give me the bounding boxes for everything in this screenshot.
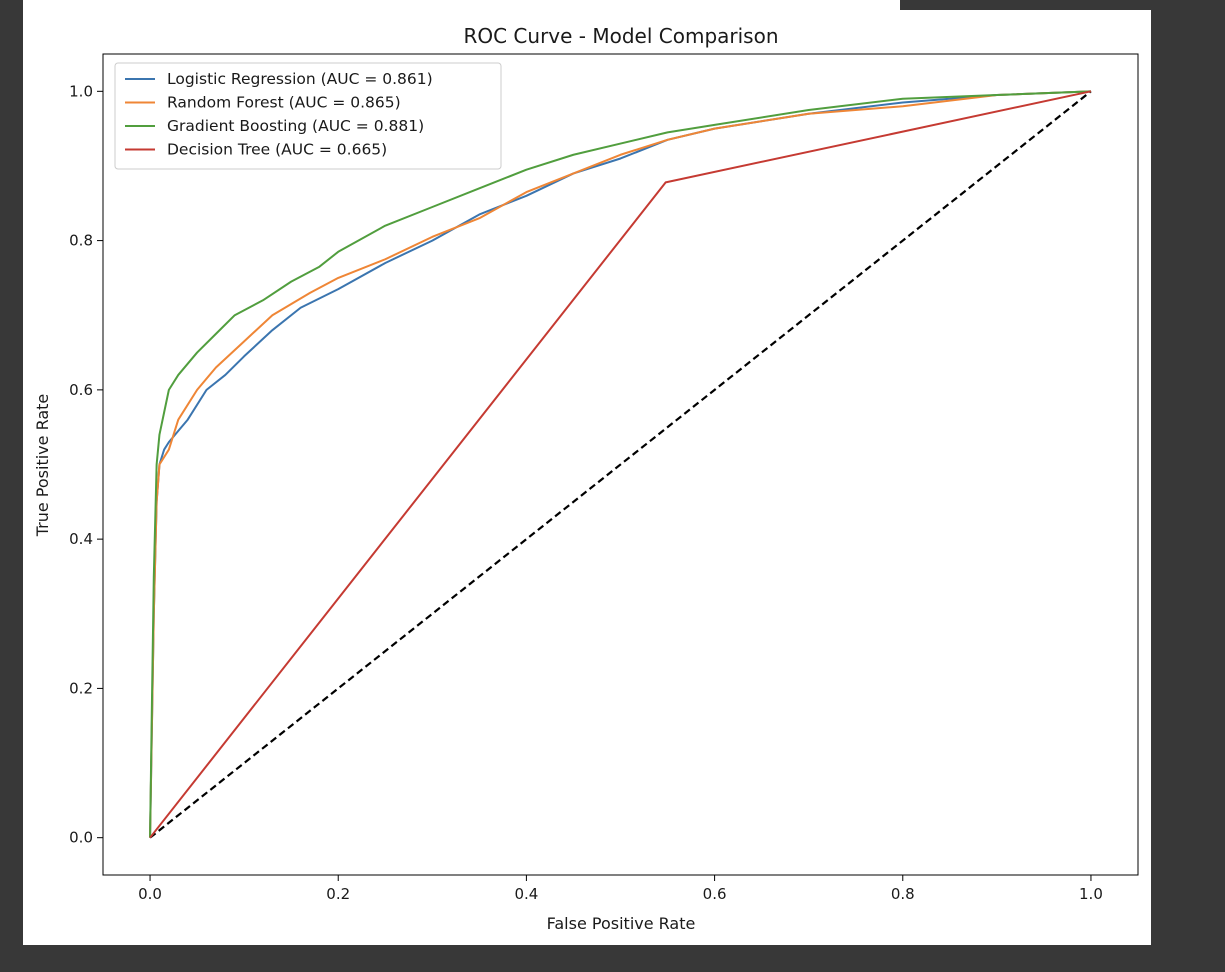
legend: Logistic Regression (AUC = 0.861) Random … <box>114 62 502 170</box>
reference-diagonal-line <box>149 90 1092 839</box>
x-tick-label: 0.4 <box>514 885 538 903</box>
window-top-bar <box>900 0 1151 10</box>
plot-area <box>102 53 1139 876</box>
y-tick-label: 0.2 <box>69 679 93 697</box>
series-line-3 <box>149 90 1092 839</box>
x-tick-label: 0.2 <box>326 885 350 903</box>
y-tick-label: 1.0 <box>69 82 93 100</box>
legend-entry-label: Decision Tree (AUC = 0.665) <box>167 141 387 159</box>
y-axis-label: True Positive Rate <box>33 394 52 538</box>
y-tick-label: 0.6 <box>69 381 93 399</box>
x-tick-label: 0.0 <box>138 885 162 903</box>
x-tick-label: 0.8 <box>891 885 915 903</box>
axis-ticks: 0.0 0.2 0.4 0.6 0.8 1.0 0.0 0.2 0.4 0.6 0.8 1.0 <box>69 82 1103 903</box>
series-line-2 <box>149 90 1091 838</box>
y-tick-label: 0.0 <box>69 829 93 847</box>
y-tick-label: 0.4 <box>69 530 93 548</box>
legend-box <box>114 62 502 170</box>
series-line-1 <box>149 90 1091 838</box>
x-tick-label: 0.6 <box>703 885 727 903</box>
legend-entry-label: Random Forest (AUC = 0.865) <box>167 94 401 112</box>
x-axis-label: False Positive Rate <box>547 914 696 933</box>
legend-entry-label: Gradient Boosting (AUC = 0.881) <box>167 117 424 135</box>
chart-title: ROC Curve - Model Comparison <box>463 24 778 48</box>
axes-frame <box>102 53 1139 876</box>
y-tick-label: 0.8 <box>69 232 93 250</box>
roc-chart: ROC Curve - Model Comparison 0.0 0.2 0.4 0.… <box>33 24 1139 933</box>
legend-entry-label: Logistic Regression (AUC = 0.861) <box>167 70 433 88</box>
chart-figure: ROC Curve - Model Comparison 0.0 0.2 0.4 0.… <box>23 0 1151 945</box>
x-tick-label: 1.0 <box>1079 885 1103 903</box>
